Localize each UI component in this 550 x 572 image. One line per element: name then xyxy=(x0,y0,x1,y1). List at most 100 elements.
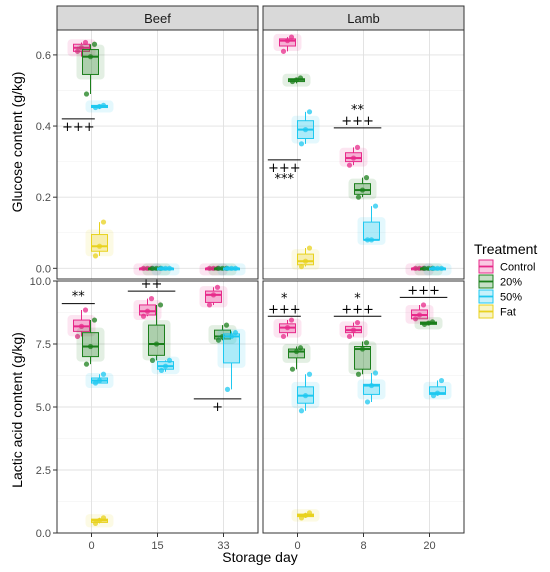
data-point xyxy=(364,399,371,405)
box-iqr xyxy=(148,324,165,356)
y-tick-label: 0.0 xyxy=(36,528,51,540)
box-20pct-day-0 xyxy=(76,317,105,367)
data-point xyxy=(166,357,173,363)
data-point xyxy=(215,337,222,343)
legend-key-control xyxy=(478,259,494,274)
legend-label-50pct: 50% xyxy=(500,292,522,304)
data-point xyxy=(100,219,107,225)
data-point xyxy=(298,408,305,414)
data-point xyxy=(298,141,305,147)
data-point xyxy=(144,308,151,314)
data-point xyxy=(224,265,231,271)
significance-label: +++ xyxy=(341,302,374,317)
y-tick-label: 0.4 xyxy=(36,121,51,133)
significance-label: ** xyxy=(351,103,365,118)
data-point xyxy=(92,104,99,111)
box-halo xyxy=(142,320,171,361)
box-20pct-day-0 xyxy=(282,344,311,372)
box-50pct-day-15 xyxy=(151,263,180,276)
significance-label: +++ xyxy=(268,302,301,317)
data-point xyxy=(83,91,90,97)
significance-label: ++ xyxy=(141,277,163,292)
legend: Treatment Control 20% 50% Fat xyxy=(474,241,537,319)
data-point xyxy=(412,316,419,322)
data-point xyxy=(346,162,353,168)
data-point xyxy=(82,307,89,313)
data-point xyxy=(92,380,99,386)
data-point xyxy=(149,265,156,271)
data-point xyxy=(96,103,103,110)
box-control-day-33 xyxy=(199,284,228,308)
data-point xyxy=(158,265,165,271)
legend-key-fat xyxy=(478,304,494,319)
data-point xyxy=(289,78,296,85)
box-20pct-day-0 xyxy=(282,73,311,87)
lactic-acid-axis-title: Lactic acid content (g/kg) xyxy=(9,332,25,488)
box-iqr xyxy=(363,221,380,241)
data-point xyxy=(158,367,165,374)
data-point xyxy=(302,127,309,133)
data-point xyxy=(100,371,107,377)
legend-label-control: Control xyxy=(500,262,535,274)
data-point xyxy=(363,175,370,181)
panels-layer: Beef 0 15 33 Lamb 0 8 20 0.0 0.2 0.4 0.6 0.0 2.5 5.0 7.… xyxy=(30,5,465,552)
data-point xyxy=(289,366,296,372)
data-point xyxy=(91,41,98,47)
data-point xyxy=(157,302,164,308)
legend-label-fat: Fat xyxy=(500,307,516,319)
data-point xyxy=(215,265,222,271)
box-20pct-day-15 xyxy=(142,302,171,363)
box-20pct-day-33 xyxy=(208,322,237,344)
box-50pct-day-8 xyxy=(357,370,386,405)
y-tick-label: 0.2 xyxy=(36,192,51,204)
data-point xyxy=(421,321,428,327)
box-control-day-8 xyxy=(339,144,368,168)
y-tick-label: 5.0 xyxy=(36,402,51,414)
significance-label: ** xyxy=(72,290,86,305)
data-point xyxy=(429,319,436,325)
box-20pct-day-0 xyxy=(76,41,105,97)
data-point xyxy=(425,320,432,326)
box-control-day-0 xyxy=(273,33,302,54)
data-point xyxy=(223,322,230,328)
x-axis-title: Storage day xyxy=(222,549,298,565)
y-tick-label: 2.5 xyxy=(36,465,51,477)
x-tick-label: 0 xyxy=(294,540,300,552)
data-point xyxy=(350,155,357,161)
data-point xyxy=(228,265,235,271)
box-50pct-day-20 xyxy=(423,263,452,276)
data-point xyxy=(412,265,419,271)
data-point xyxy=(430,265,437,271)
legend-label-20pct: 20% xyxy=(500,277,522,289)
data-point xyxy=(91,317,98,323)
data-point xyxy=(87,343,94,350)
box-halo xyxy=(76,44,105,80)
data-point xyxy=(306,109,313,115)
data-point xyxy=(149,357,156,363)
x-tick-label: 33 xyxy=(217,540,229,552)
data-point xyxy=(92,520,99,527)
x-tick-label: 0 xyxy=(88,540,94,552)
panel-beef-glucose: +++ xyxy=(56,29,259,280)
data-point xyxy=(306,245,313,251)
data-point xyxy=(140,265,147,271)
panel-border xyxy=(262,280,465,534)
data-point xyxy=(355,194,362,200)
data-point xyxy=(74,333,81,340)
data-point xyxy=(280,333,287,340)
box-control-day-20 xyxy=(405,302,434,324)
box-50pct-day-0 xyxy=(85,371,114,389)
box-control-day-15 xyxy=(133,296,162,321)
data-point xyxy=(210,292,217,298)
box-fat-day-0 xyxy=(85,514,114,528)
data-point xyxy=(100,102,107,109)
significance-label: +++ xyxy=(268,161,301,176)
box-control-day-0 xyxy=(273,317,302,340)
data-point xyxy=(302,258,309,264)
data-point xyxy=(148,296,155,302)
data-point xyxy=(153,341,160,347)
x-tick-label: 8 xyxy=(360,540,366,552)
data-point xyxy=(306,371,313,377)
data-point xyxy=(280,48,287,54)
data-point xyxy=(206,302,213,308)
